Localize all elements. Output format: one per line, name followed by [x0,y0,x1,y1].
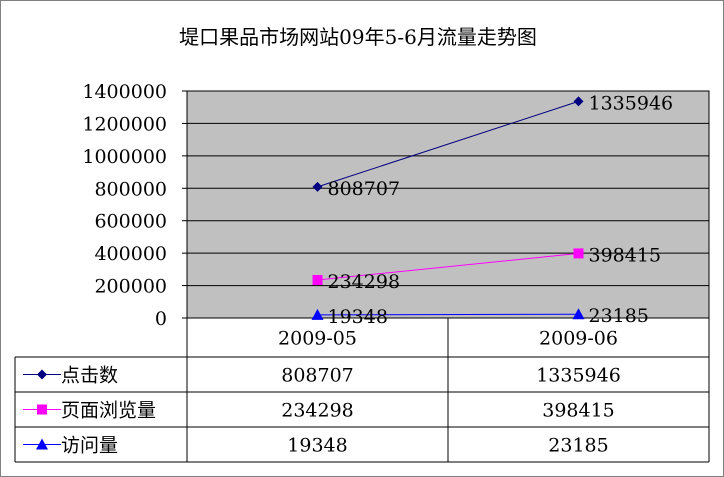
data-point [573,248,584,259]
y-tick-label: 0 [155,308,167,330]
legend-marker [37,404,47,415]
data-label: 23185 [589,305,649,327]
y-tick-label: 800000 [94,178,167,200]
table-cell: 808707 [281,365,354,387]
y-tick-label: 400000 [94,243,167,265]
series-line-1 [317,100,579,188]
plot-background [186,90,710,319]
data-table: 2009-05 2009-06 点击数 808707 1335946 页面浏览量 23429… [14,318,710,463]
data-label: 234298 [328,271,401,293]
table-cell: 1335946 [536,365,621,387]
series-line-3 [317,313,579,316]
table-cell: 23185 [548,435,608,457]
y-tick-label: 1400000 [82,81,167,103]
table-cell: 398415 [542,400,615,422]
legend-marker [37,369,47,380]
data-label: 1335946 [589,92,674,114]
table-cell: 19348 [287,435,347,457]
series-name: 点击数 [61,365,118,387]
y-tick-label: 1000000 [82,146,167,168]
data-label: 398415 [589,244,662,266]
data-point [311,308,324,320]
table-cell: 234298 [281,400,354,422]
data-point [312,181,323,192]
series-name: 访问量 [61,435,118,457]
y-tick-label: 200000 [94,276,167,298]
y-tick-label: 1200000 [82,113,167,135]
chart-title: 堤口果品市场网站09年5-6月流量走势图 [179,25,537,49]
legend-marker [36,438,48,450]
plot-area: 0 200000 400000 600000 800000 1000000 1200000 1… [82,81,710,330]
category-label: 2009-05 [278,328,357,350]
y-tick-label: 600000 [94,211,167,233]
category-label: 2009-06 [539,328,618,350]
data-point [572,308,585,320]
data-point [573,96,584,107]
series-line-2 [317,252,579,281]
data-label: 19348 [328,306,388,328]
data-point [312,275,323,286]
series-name: 页面浏览量 [61,400,156,422]
data-label: 808707 [328,178,401,200]
